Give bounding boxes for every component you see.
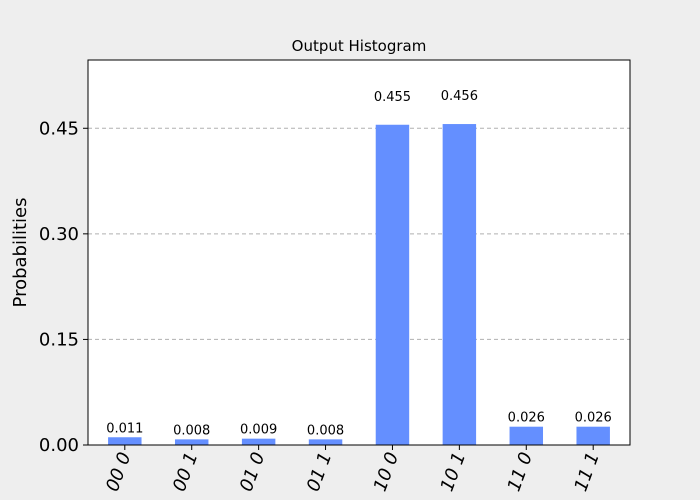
bar xyxy=(108,437,141,445)
data-label: 0.008 xyxy=(307,423,344,438)
data-label: 0.026 xyxy=(508,411,545,426)
chart-title: Output Histogram xyxy=(292,37,427,55)
y-tick-label: 0.30 xyxy=(39,224,79,245)
bar xyxy=(242,439,275,445)
data-label: 0.455 xyxy=(374,90,411,105)
y-tick-label: 0.00 xyxy=(39,435,79,456)
data-label: 0.026 xyxy=(575,411,612,426)
bar xyxy=(376,125,409,445)
bar xyxy=(443,124,476,445)
data-label: 0.008 xyxy=(173,423,210,438)
bar xyxy=(175,439,208,445)
bar xyxy=(576,427,609,445)
bar xyxy=(309,439,342,445)
bar xyxy=(510,427,543,445)
data-label: 0.011 xyxy=(106,421,143,436)
data-label: 0.009 xyxy=(240,423,277,438)
y-tick-label: 0.45 xyxy=(39,118,79,139)
data-label: 0.456 xyxy=(441,89,478,104)
plot-area xyxy=(88,60,630,445)
y-tick-label: 0.15 xyxy=(39,329,79,350)
y-axis-label: Probabilities xyxy=(10,198,31,308)
